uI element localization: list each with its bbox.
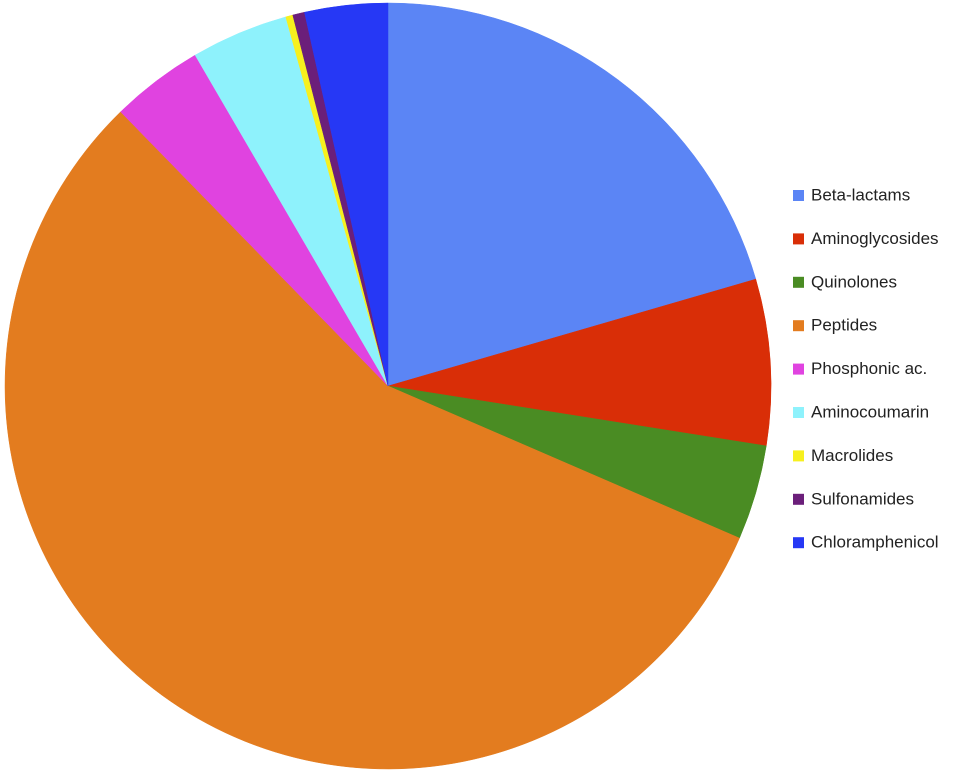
legend-label: Beta-lactams xyxy=(811,185,910,204)
pie-slice xyxy=(4,111,740,770)
legend-swatch xyxy=(793,190,804,201)
pie-slice xyxy=(304,2,389,387)
legend-swatch xyxy=(793,450,804,462)
legend-swatch xyxy=(793,233,804,245)
legend-label: Phosphonic ac. xyxy=(811,359,927,378)
legend-label: Macrolides xyxy=(811,446,893,465)
legend-label: Quinolones xyxy=(811,272,897,291)
pie-slice xyxy=(387,278,772,447)
legend-label: Sulfonamides xyxy=(811,489,914,508)
legend-label: Aminocoumarin xyxy=(811,402,929,421)
legend-swatch xyxy=(793,537,804,549)
legend-swatch xyxy=(793,363,804,375)
legend-swatch xyxy=(793,320,804,332)
legend-label: Peptides xyxy=(811,316,877,335)
pie-slice xyxy=(387,2,757,387)
legend-swatch xyxy=(793,276,804,288)
legend-swatch xyxy=(793,407,804,418)
legend-label: Aminoglycosides xyxy=(811,229,939,248)
legend-label: Chloramphenicol xyxy=(811,533,939,552)
legend-swatch xyxy=(793,493,804,505)
